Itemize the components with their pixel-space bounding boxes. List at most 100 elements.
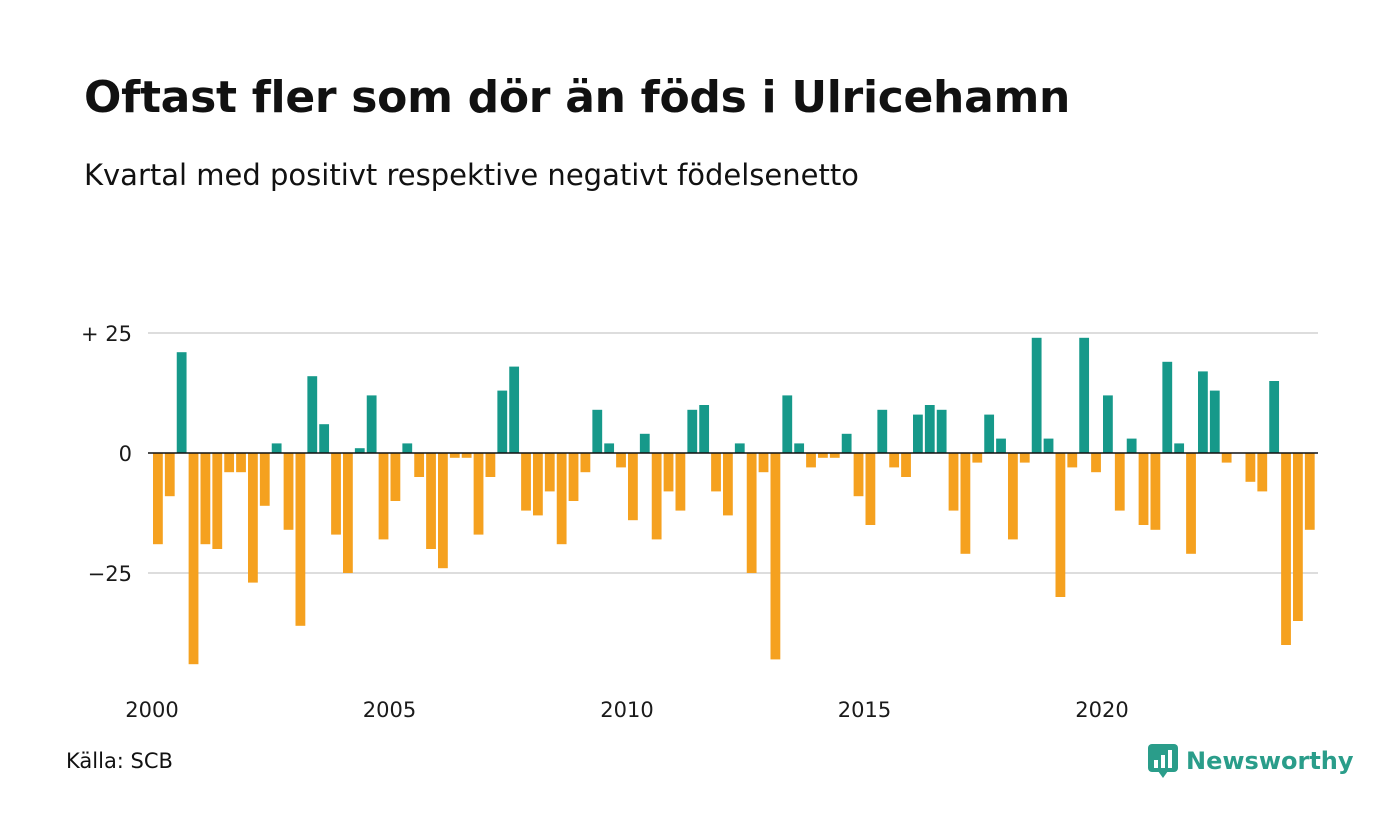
bar-positive — [996, 438, 1006, 453]
bar-positive — [687, 409, 698, 453]
bar-positive — [1209, 390, 1220, 453]
bar-negative — [1257, 453, 1268, 492]
bar-positive — [592, 409, 603, 453]
bar-positive — [604, 443, 615, 453]
bar-negative — [1221, 453, 1232, 463]
bar-negative — [568, 453, 579, 501]
bar-negative — [948, 453, 959, 511]
bar-negative — [723, 453, 733, 516]
bar-positive — [402, 443, 413, 453]
bar-negative — [1245, 453, 1256, 482]
bar-positive — [1198, 371, 1208, 453]
bar-negative — [758, 453, 769, 473]
bar-negative — [1281, 453, 1291, 645]
bar-positive — [307, 376, 318, 453]
bar-negative — [259, 453, 270, 506]
bar-negative — [1186, 453, 1196, 554]
x-tick-label: 2010 — [600, 698, 653, 722]
bar-negative — [1019, 453, 1030, 463]
bar-negative — [224, 453, 235, 473]
bar-negative — [426, 453, 436, 549]
x-tick-label: 2000 — [125, 698, 178, 722]
bar-negative — [901, 453, 911, 477]
bar-negative — [438, 453, 448, 569]
bar-negative — [1008, 453, 1018, 540]
bar-positive — [319, 424, 330, 453]
bar-negative — [1138, 453, 1149, 525]
bar-negative — [663, 453, 674, 492]
bar-negative — [236, 453, 246, 473]
bar-positive — [1079, 337, 1090, 453]
bar-negative — [390, 453, 401, 501]
y-tick-label: −25 — [88, 562, 132, 586]
bar-negative — [889, 453, 900, 468]
bar-negative — [521, 453, 531, 511]
bar-positive — [1126, 438, 1137, 453]
bar-negative — [853, 453, 864, 497]
bar-negative — [829, 453, 840, 458]
bar-positive — [639, 433, 650, 453]
bar-positive — [877, 409, 888, 453]
bar-negative — [746, 453, 757, 573]
bar-negative — [153, 453, 163, 545]
bar-positive — [699, 405, 710, 453]
bar-positive — [497, 390, 508, 453]
bar-negative — [818, 453, 828, 458]
bar-negative — [865, 453, 876, 525]
bar-positive — [1174, 443, 1185, 453]
bar-negative — [485, 453, 496, 477]
bar-positive — [782, 395, 793, 453]
bar-negative — [212, 453, 223, 549]
bar-negative — [1293, 453, 1303, 621]
bar-positive — [1031, 337, 1042, 453]
bar-positive — [354, 448, 365, 453]
bar-negative — [331, 453, 341, 535]
bar-negative — [711, 453, 721, 492]
chart-subtitle: Kvartal med positivt respektive negativt… — [84, 158, 859, 192]
y-tick-label: + 25 — [81, 322, 132, 346]
x-tick-label: 2005 — [363, 698, 416, 722]
bar-negative — [473, 453, 484, 535]
bar-positive — [271, 443, 282, 453]
x-tick-label: 2015 — [838, 698, 891, 722]
bar-negative — [200, 453, 211, 545]
bar-negative — [378, 453, 389, 540]
brand-logo: Newsworthy — [1148, 744, 1354, 778]
bar-negative — [1091, 453, 1101, 473]
bar-negative — [556, 453, 567, 545]
bar-positive — [366, 395, 377, 453]
bar-positive — [794, 443, 805, 453]
bar-positive — [936, 409, 947, 453]
bar-positive — [176, 352, 187, 453]
bar-negative — [343, 453, 353, 573]
bar-positive — [984, 414, 995, 453]
bar-negative — [248, 453, 258, 583]
bar-positive — [913, 414, 923, 453]
bar-negative — [1067, 453, 1078, 468]
bar-negative — [188, 453, 199, 665]
bar-negative — [1114, 453, 1125, 511]
bar-negative — [960, 453, 971, 554]
bar-negative — [283, 453, 294, 530]
source-note: Källa: SCB — [66, 749, 173, 773]
bar-negative — [461, 453, 472, 458]
bar-positive — [1043, 438, 1054, 453]
bar-negative — [651, 453, 662, 540]
bar-positive — [924, 405, 935, 453]
bar-negative — [616, 453, 626, 468]
bar-negative — [164, 453, 175, 497]
chart-title: Oftast fler som dör än föds i Ulricehamn — [84, 72, 1071, 123]
bar-positive — [841, 433, 852, 453]
bar-negative — [544, 453, 555, 492]
bar-negative — [628, 453, 638, 521]
bar-negative — [972, 453, 983, 463]
bar-positive — [734, 443, 745, 453]
bar-negative — [1150, 453, 1161, 530]
bar-negative — [770, 453, 781, 660]
bar-positive — [1103, 395, 1113, 453]
bar-positive — [1162, 361, 1173, 453]
bar-negative — [295, 453, 306, 626]
bar-positive — [1269, 381, 1280, 453]
bar-negative — [1055, 453, 1066, 597]
